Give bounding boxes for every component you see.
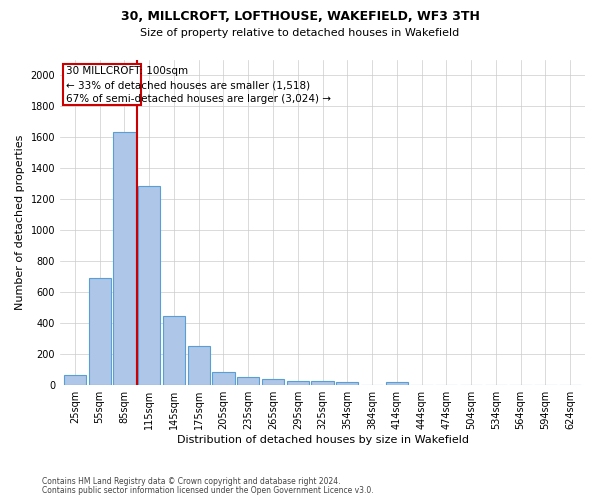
Y-axis label: Number of detached properties: Number of detached properties [15,135,25,310]
Bar [138,186,160,385]
Bar [336,382,358,385]
Bar [64,375,86,385]
FancyBboxPatch shape [62,64,140,105]
Text: Contains public sector information licensed under the Open Government Licence v3: Contains public sector information licen… [42,486,374,495]
Bar [212,372,235,385]
Bar [386,382,408,385]
Bar [262,379,284,385]
Text: 67% of semi-detached houses are larger (3,024) →: 67% of semi-detached houses are larger (… [66,94,331,104]
Bar [311,382,334,385]
Text: 30 MILLCROFT: 100sqm: 30 MILLCROFT: 100sqm [66,66,188,76]
Text: ← 33% of detached houses are smaller (1,518): ← 33% of detached houses are smaller (1,… [66,80,310,90]
X-axis label: Distribution of detached houses by size in Wakefield: Distribution of detached houses by size … [176,435,469,445]
Bar [89,278,111,385]
Bar [163,316,185,385]
Text: Contains HM Land Registry data © Crown copyright and database right 2024.: Contains HM Land Registry data © Crown c… [42,477,341,486]
Text: Size of property relative to detached houses in Wakefield: Size of property relative to detached ho… [140,28,460,38]
Bar [113,132,136,385]
Bar [287,381,309,385]
Bar [237,376,259,385]
Bar [188,346,210,385]
Text: 30, MILLCROFT, LOFTHOUSE, WAKEFIELD, WF3 3TH: 30, MILLCROFT, LOFTHOUSE, WAKEFIELD, WF3… [121,10,479,23]
